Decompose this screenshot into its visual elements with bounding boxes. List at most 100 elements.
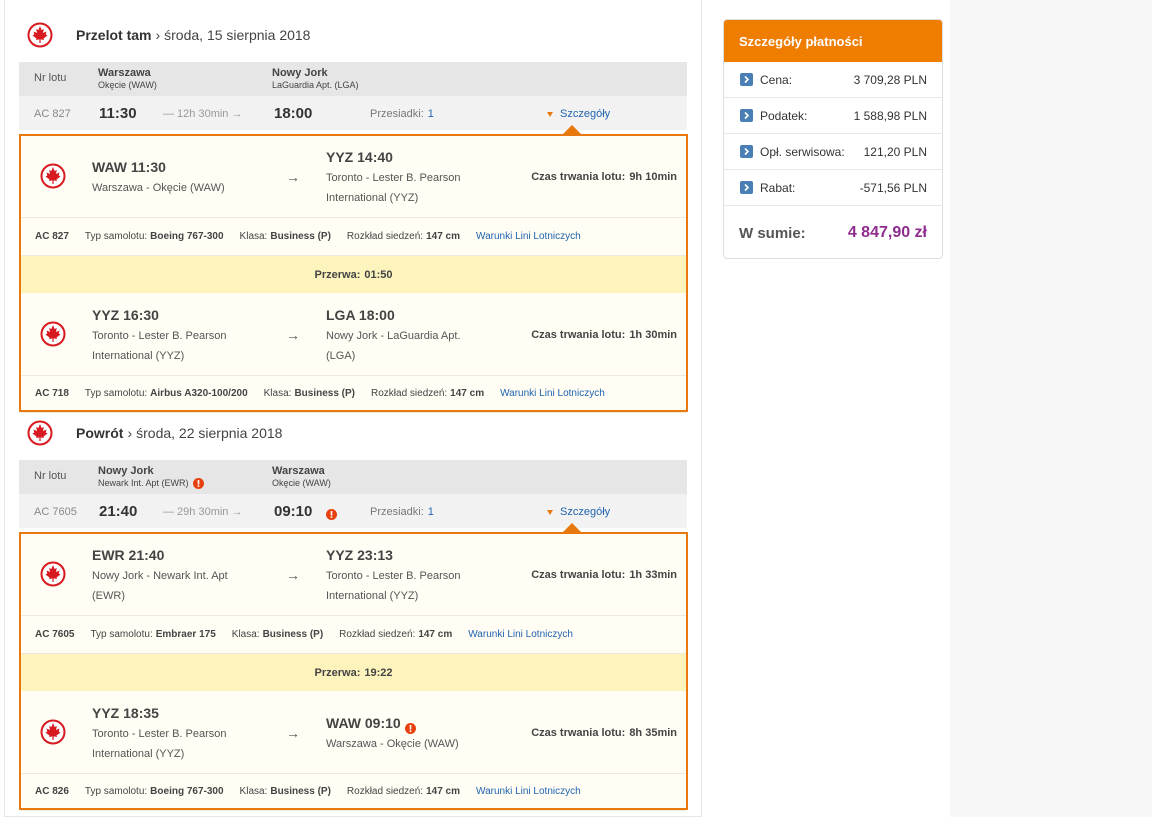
departure-col: YYZ 16:30 Toronto - Lester B. Pearson Int… <box>92 304 262 366</box>
payment-value: 121,20 PLN <box>863 144 927 159</box>
info-value: Business (P) <box>270 230 331 242</box>
segment-departure: WAW 11:30 <box>92 158 166 175</box>
details-link[interactable]: Szczegóły <box>560 506 611 518</box>
logo-leaf <box>45 325 61 342</box>
transfers-count: 1 <box>427 506 434 518</box>
payment-label: Opł. serwisowa: <box>760 144 845 159</box>
conditions-link[interactable]: Warunki Lini Lotniczych <box>476 785 581 797</box>
arrival-col: YYZ 14:40 Toronto - Lester B. Pearson Int… <box>326 146 496 208</box>
from-airport-name: Newark Int. Apt (EWR) <box>98 478 189 488</box>
payment-row: Podatek: 1 588,98 PLN <box>724 98 942 134</box>
details-link[interactable]: Szczegóły <box>560 108 611 120</box>
chevron-box <box>740 109 753 122</box>
summary-duration: — 12h 30min → <box>163 108 243 120</box>
segment: YYZ 18:35 Toronto - Lester B. Pearson Int… <box>21 692 686 774</box>
info-row: AC 7605 Typ samolotu: Embraer 175 Klasa: Bus… <box>21 615 686 654</box>
info-value: Boeing 767-300 <box>150 785 224 797</box>
payment-panel: Szczegóły płatności Cena: 3 709,28 PLN Poda… <box>723 19 943 259</box>
break-value: 01:50 <box>364 268 393 281</box>
segment-to: Toronto - Lester B. Pearson Internationa… <box>326 171 461 204</box>
warning-bar <box>331 510 333 516</box>
logo-leaf <box>32 26 48 43</box>
conditions-link[interactable]: Warunki Lini Lotniczych <box>500 387 605 399</box>
info-class: Klasa: Business (P) <box>264 388 355 399</box>
transfers-label: Przesiadki: <box>370 108 424 120</box>
conditions-link[interactable]: Warunki Lini Lotniczych <box>468 628 573 640</box>
row-icon <box>740 145 753 158</box>
departure-col: YYZ 18:35 Toronto - Lester B. Pearson Int… <box>92 702 262 764</box>
info-row: AC 826 Typ samolotu: Boeing 767-300 Klasa: B… <box>21 772 686 811</box>
segment-arrival-line: YYZ 23:13 <box>326 544 496 566</box>
summary-departure: 21:40 <box>99 503 138 520</box>
info-value: Business (P) <box>294 387 356 399</box>
chevron <box>744 75 750 84</box>
info-label: Rozkład siedzeń: <box>346 230 424 242</box>
from-airport: Newark Int. Apt (EWR) <box>98 478 204 490</box>
airline-logo <box>40 561 66 587</box>
info-value: 147 cm <box>426 230 460 242</box>
details-notch <box>563 125 581 134</box>
warning-dot <box>409 730 412 733</box>
info-value: Boeing 767-300 <box>150 230 224 242</box>
warning-bar <box>197 480 199 485</box>
section-date: środa, 15 sierpnia 2018 <box>164 27 311 43</box>
warning-dot <box>197 485 199 488</box>
info-seat: Rozkład siedzeń: 147 cm <box>339 629 452 640</box>
segment-arrow: → <box>286 168 300 185</box>
segment-arrival-line: LGA 18:00 <box>326 304 496 326</box>
from-airport-name: Okęcie (WAW) <box>98 80 157 90</box>
flight-no-label: Nr lotu <box>34 72 67 84</box>
summary-flight: AC 7605 <box>34 506 77 518</box>
logo-icon <box>27 420 53 446</box>
info-class: Klasa: Business (P) <box>232 629 323 640</box>
row-icon <box>740 109 753 122</box>
summary-arrival-time: 18:00 <box>274 105 313 122</box>
info-class: Klasa: Business (P) <box>240 786 331 797</box>
logo-icon <box>40 321 66 347</box>
break-row: Przerwa: 01:50 <box>21 256 686 293</box>
info-label: Klasa: <box>263 387 292 399</box>
payment-total: W sumie: 4 847,90 zł <box>724 206 942 258</box>
info-aircraft: Typ samolotu: Boeing 767-300 <box>85 786 224 797</box>
info-flight: AC 7605 <box>35 628 75 640</box>
payment-label: Podatek: <box>760 108 808 123</box>
airline-logo <box>27 420 53 446</box>
chevron-bg <box>740 73 753 86</box>
to-airport: LaGuardia Apt. (LGA) <box>272 80 359 90</box>
conditions-link[interactable]: Warunki Lini Lotniczych <box>476 230 581 242</box>
payment-title: Szczegóły płatności <box>724 20 942 62</box>
chevron <box>744 147 750 156</box>
departure-col: WAW 11:30 Warszawa - Okęcie (WAW) <box>92 156 262 198</box>
info-aircraft: Typ samolotu: Airbus A320-100/200 <box>85 388 248 399</box>
chevron-box <box>740 145 753 158</box>
summary-duration: — 29h 30min → <box>163 506 243 518</box>
info-label: Typ samolotu: <box>90 628 153 640</box>
details-caret <box>547 510 553 515</box>
duration-label: Czas trwania lotu: <box>531 170 626 183</box>
segment: EWR 21:40 Nowy Jork - Newark Int. Apt (EW… <box>21 534 686 616</box>
chevron-box <box>740 73 753 86</box>
from-airport: Okęcie (WAW) <box>98 80 157 90</box>
transfers-label: Przesiadki: <box>370 506 424 518</box>
summary-arrival: 18:00 <box>274 105 312 122</box>
departure-col: EWR 21:40 Nowy Jork - Newark Int. Apt (EW… <box>92 544 262 606</box>
info-flight: AC 827 <box>35 230 69 242</box>
info-label: Typ samolotu: <box>84 785 148 797</box>
info-label: Rozkład siedzeń: <box>371 387 448 399</box>
total-label: W sumie: <box>739 224 806 242</box>
duration-label: Czas trwania lotu: <box>531 726 626 739</box>
segment-arrival: WAW 09:10 <box>326 714 401 731</box>
warning-dot <box>331 515 333 518</box>
segment-arrival-line: YYZ 14:40 <box>326 146 496 168</box>
segment-from: Warszawa - Okęcie (WAW) <box>92 181 225 194</box>
row-icon <box>740 181 753 194</box>
section-name: Przelot tam <box>76 27 152 43</box>
segment-to: Nowy Jork - LaGuardia Apt. (LGA) <box>326 329 461 362</box>
payment-label: Rabat: <box>760 180 796 195</box>
from-city: Warszawa <box>98 67 151 79</box>
airline-logo <box>40 163 66 189</box>
details-notch <box>563 523 581 532</box>
section-name: Powrót <box>76 425 124 441</box>
duration-value: 1h 33min <box>629 568 677 581</box>
